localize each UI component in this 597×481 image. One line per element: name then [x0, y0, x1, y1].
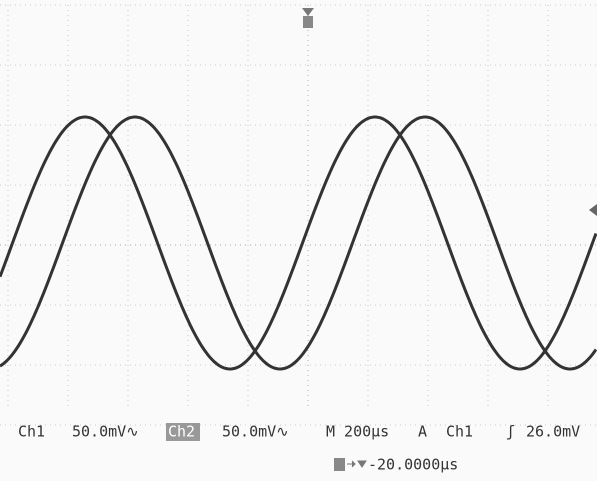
ch1-scale: 50.0mV∿	[72, 423, 139, 441]
trigger-source: Ch1	[446, 423, 473, 441]
ch1-label: Ch1	[18, 423, 45, 441]
background	[0, 0, 597, 481]
ch2-label: Ch2	[168, 423, 195, 441]
oscilloscope-screen: Ch1 50.0mV∿ Ch2 50.0mV∿ M 200µs A Ch1 ʃ …	[0, 0, 597, 481]
trigger-icon	[303, 16, 313, 28]
trigger-mode: A	[418, 423, 427, 441]
position-icon	[334, 458, 345, 471]
ch2-scale: 50.0mV∿	[222, 423, 289, 441]
trigger-level: 26.0mV	[526, 423, 580, 441]
trigger-slope: ʃ	[506, 423, 515, 441]
trigger-position: -20.0000µs	[368, 456, 458, 474]
page: {"status": {"ch1_label": "Ch1", "ch1_sca…	[0, 0, 597, 481]
timebase: M 200µs	[326, 423, 389, 441]
